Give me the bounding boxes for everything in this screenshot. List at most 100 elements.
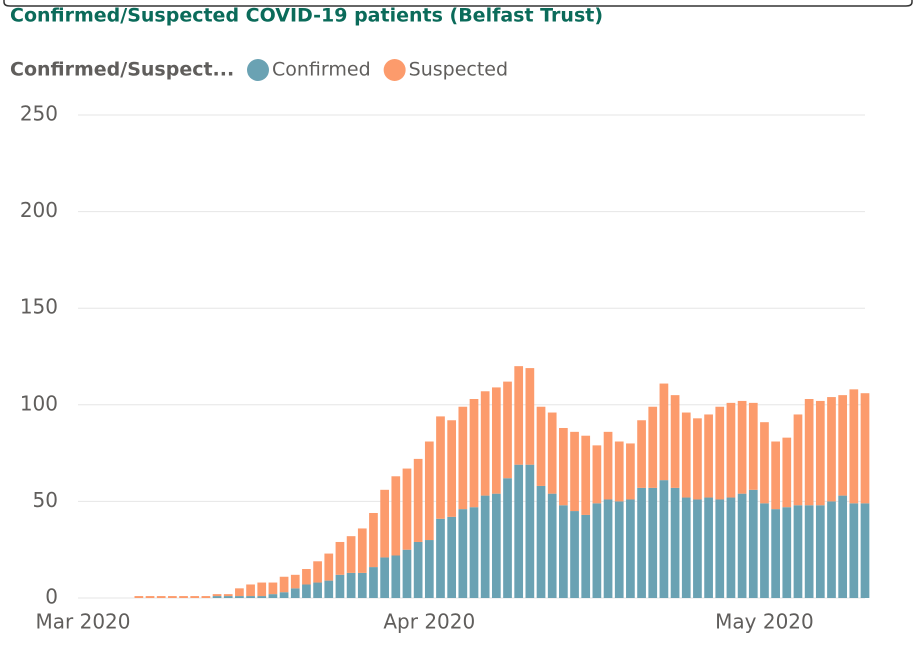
bar-segment — [704, 497, 713, 598]
bar-segment — [648, 487, 658, 598]
bar-segment — [693, 418, 702, 500]
bar-segment — [860, 393, 870, 504]
bar-segment — [302, 569, 311, 585]
bar-segment — [804, 505, 814, 598]
bar-segment — [212, 596, 222, 598]
bar-segment — [648, 406, 658, 488]
legend-swatch — [383, 59, 406, 81]
bar-segment — [804, 399, 814, 506]
bar-segment — [782, 437, 792, 508]
bar-segment — [860, 503, 870, 598]
bar-segment — [514, 366, 524, 465]
bar-segment — [771, 509, 780, 598]
bar-segment — [246, 584, 255, 597]
bar-segment — [626, 443, 635, 500]
bar-segment — [357, 528, 367, 573]
bar-segment — [782, 507, 792, 598]
x-tick-label: Apr 2020 — [383, 610, 475, 634]
x-tick-label: Mar 2020 — [36, 610, 131, 634]
bar-segment — [525, 464, 535, 598]
bar-segment — [279, 576, 289, 593]
bar-segment — [469, 507, 479, 598]
bar-segment — [346, 536, 356, 573]
bar-segment — [536, 406, 546, 486]
bar-segment — [324, 580, 334, 598]
bar-segment — [235, 588, 244, 597]
bar-segment — [793, 505, 803, 598]
bar-segment — [335, 541, 345, 575]
bar-segment — [235, 596, 244, 598]
bar-segment — [190, 596, 200, 598]
y-tick-label: 250 — [20, 102, 58, 126]
bar-segment — [223, 596, 233, 598]
bar-segment — [737, 493, 747, 598]
legend-label: Confirmed — [272, 59, 371, 81]
legend-title: Confirmed/Suspect... — [10, 59, 234, 81]
bar-segment — [760, 503, 769, 598]
bar-segment — [815, 400, 825, 506]
legend-swatch — [247, 59, 269, 81]
bar-segment — [592, 445, 602, 504]
bar-segment — [603, 499, 613, 598]
bar-segment — [726, 497, 736, 598]
bar-segment — [447, 516, 457, 598]
bar-segment — [849, 389, 859, 504]
bar-segment — [346, 572, 356, 598]
bar-segment — [458, 509, 468, 598]
bar-segment — [201, 596, 211, 598]
bar-segment — [145, 596, 155, 598]
bar-segment — [179, 596, 188, 598]
bar-segment — [391, 555, 401, 598]
bar-segment — [380, 557, 389, 598]
bar-segment — [536, 485, 546, 598]
bar-segment — [559, 505, 568, 598]
bar-segment — [436, 518, 445, 598]
bar-segment — [424, 540, 434, 598]
bar-segment — [681, 412, 691, 498]
bar-segment — [827, 501, 836, 598]
y-tick-label: 200 — [20, 198, 58, 222]
bar-segment — [838, 495, 848, 598]
bar-segment — [369, 567, 378, 598]
bar-segment — [290, 588, 300, 598]
bar-segment — [268, 582, 278, 595]
bar-segment — [815, 505, 825, 598]
bar-segment — [681, 497, 691, 598]
bar-segment — [168, 596, 177, 598]
bar-segment — [704, 414, 713, 498]
bar-segment — [570, 431, 579, 512]
bar-segment — [480, 495, 490, 598]
bar-segment — [257, 596, 267, 598]
x-tick-label: May 2020 — [715, 610, 814, 634]
y-tick-label: 0 — [45, 585, 58, 609]
y-tick-label: 100 — [20, 391, 58, 415]
bar-segment — [324, 553, 334, 581]
bar-segment — [402, 468, 412, 550]
bar-segment — [670, 487, 680, 598]
bar-segment — [715, 499, 725, 598]
bar-segment — [469, 399, 479, 508]
bar-segment — [849, 503, 859, 598]
bar-segment — [547, 493, 557, 598]
bar-segment — [570, 511, 579, 598]
bar-segment — [458, 406, 468, 510]
bar-segment — [480, 391, 490, 496]
bar-segment — [223, 594, 233, 597]
bar-segment — [357, 572, 367, 598]
bar-segment — [257, 582, 267, 597]
bar-segment — [290, 574, 300, 589]
bar-segment — [581, 514, 591, 598]
bar-segment — [413, 541, 423, 598]
bar-segment — [603, 431, 613, 500]
bar-segment — [614, 501, 624, 598]
chart-title: Confirmed/Suspected COVID-19 patients (B… — [10, 5, 603, 27]
bar-segment — [212, 594, 222, 597]
bar-segment — [313, 561, 322, 583]
bar-segment — [436, 416, 445, 519]
bar-segment — [614, 441, 624, 502]
bar-segment — [659, 480, 669, 598]
bar-segment — [380, 489, 389, 558]
bar-segment — [637, 420, 646, 488]
bar-segment — [670, 395, 680, 488]
